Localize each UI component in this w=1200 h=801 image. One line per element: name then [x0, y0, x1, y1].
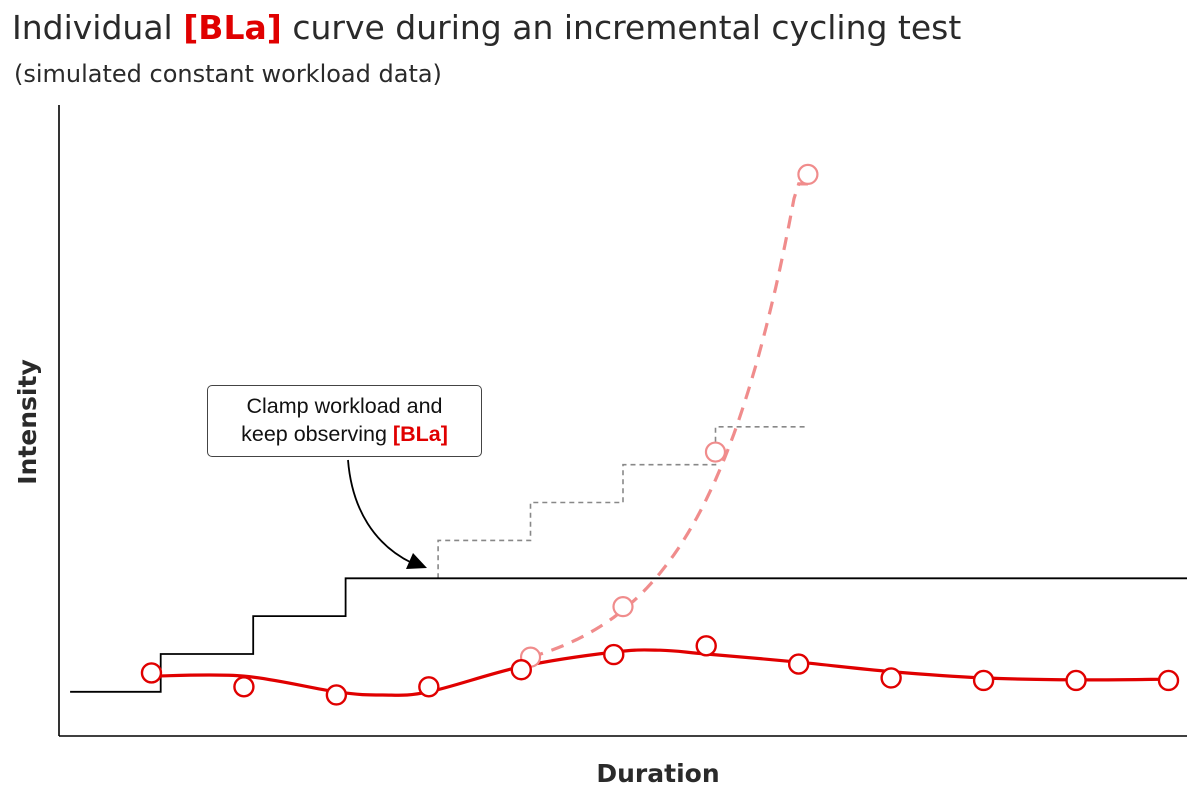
bla-constant-point: [140, 662, 163, 684]
title-prefix: Individual: [12, 8, 184, 47]
incremental-workload-step-line: [437, 425, 808, 579]
bla-incremental-dashed-curve: [530, 182, 808, 659]
constant-workload-step-line: [70, 577, 1187, 693]
x-axis-label: Duration: [596, 759, 719, 788]
bla-constant-point: [603, 643, 625, 666]
annotation-line-1: Clamp workload and: [246, 394, 443, 418]
chart-marks: [70, 163, 1187, 706]
annotation-box: Clamp workload and keep observing [BLa]: [207, 385, 482, 457]
bla-constant-point: [418, 676, 440, 698]
bla-constant-point: [325, 684, 348, 706]
chart-title: Individual [BLa] curve during an increme…: [12, 8, 961, 47]
y-axis-label: Intensity: [13, 359, 42, 485]
annotation-line-2-prefix: keep observing: [241, 422, 393, 446]
annotation-arrow-head: [406, 553, 427, 569]
title-suffix: curve during an incremental cycling test: [281, 8, 962, 47]
bla-incremental-point: [704, 441, 727, 463]
annotation-arrow: [347, 459, 427, 569]
bla-constant-point: [1157, 669, 1180, 692]
bla-constant-point: [880, 667, 902, 689]
bla-incremental-point: [612, 596, 634, 618]
bla-constant-point: [787, 653, 810, 675]
axes: [58, 105, 1187, 737]
bla-constant-point: [695, 635, 717, 657]
chart-subtitle: (simulated constant workload data): [14, 60, 442, 88]
bla-incremental-point: [797, 163, 819, 186]
annotation-arrow-line: [347, 459, 413, 564]
title-highlight: [BLa]: [183, 8, 282, 47]
bla-constant-point: [972, 669, 995, 692]
annotation-line-2: keep observing [BLa]: [208, 420, 481, 448]
bla-constant-point: [233, 676, 255, 698]
annotation-line-2-highlight: [BLa]: [392, 422, 448, 446]
bla-constant-point: [510, 659, 532, 681]
bla-constant-point: [1065, 669, 1087, 692]
bla-constant-smooth-curve: [151, 648, 1169, 697]
